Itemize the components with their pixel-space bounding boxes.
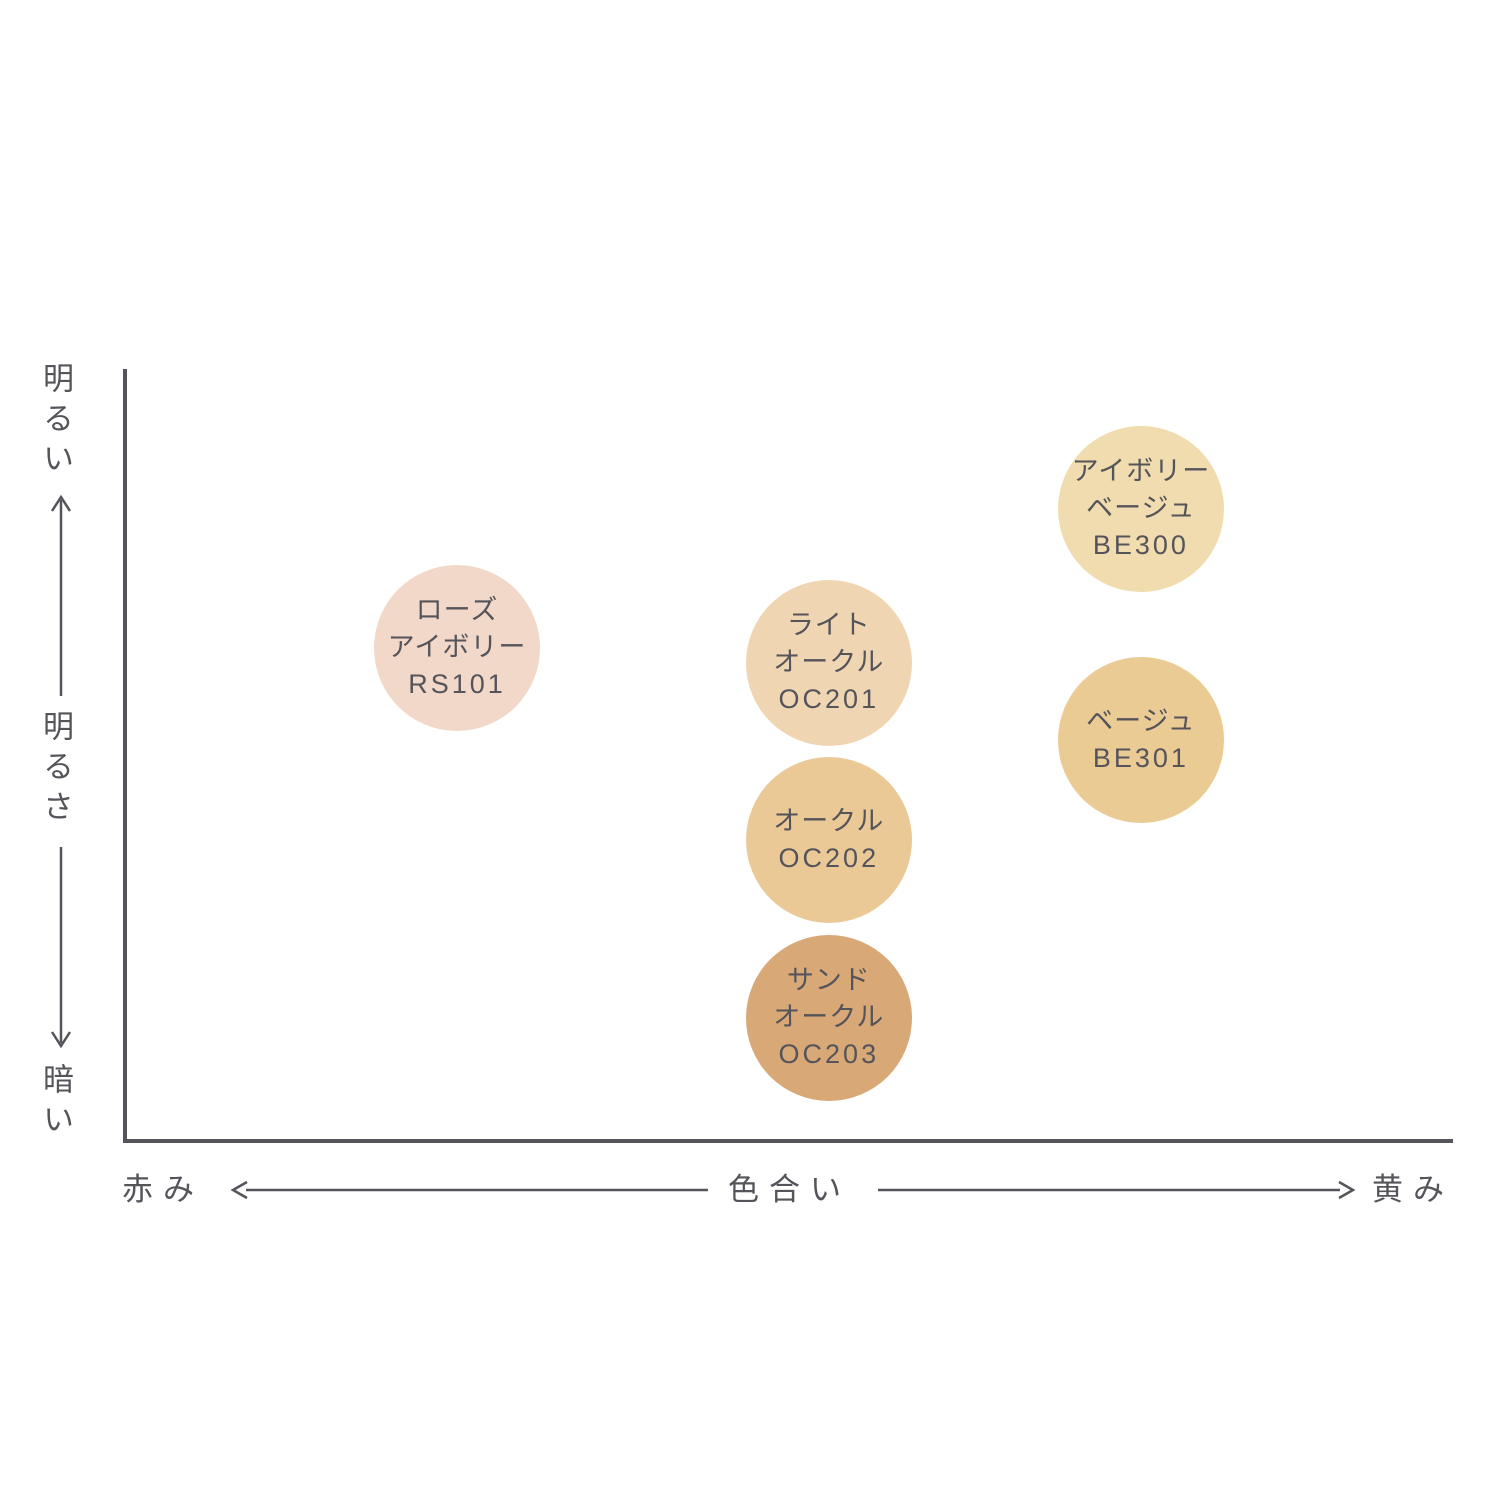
shade-circle-BE300: アイボリーベージュ BE300 bbox=[1057, 425, 1224, 592]
shade-code: BE301 bbox=[1092, 743, 1189, 774]
shade-name-line: ローズ bbox=[415, 595, 499, 626]
x-axis-max-label: 黄み bbox=[1372, 1172, 1454, 1207]
up-arrow-icon bbox=[50, 494, 72, 696]
shade-name-line: オークル bbox=[773, 806, 885, 837]
shade-name-line: ライト bbox=[786, 610, 871, 641]
x-axis-min-label: 赤み bbox=[122, 1172, 204, 1207]
x-axis-title: 色合い bbox=[728, 1172, 851, 1207]
shade-name-line: アイボリー bbox=[1071, 456, 1211, 487]
shade-code: BE300 bbox=[1092, 530, 1189, 561]
shade-code: OC202 bbox=[778, 843, 880, 874]
shade-label: ベージュ BE301 bbox=[1086, 703, 1196, 777]
shade-circle-BE301: ベージュ BE301 bbox=[1057, 657, 1224, 824]
y-axis-title: 明るさ bbox=[38, 710, 73, 830]
shade-name-line: サンド bbox=[786, 965, 871, 996]
shade-label: ライトオークル OC201 bbox=[773, 607, 884, 718]
x-axis-line bbox=[123, 1139, 1453, 1143]
shade-name-line: オークル bbox=[773, 647, 885, 678]
shade-name-line: ベージュ bbox=[1086, 706, 1196, 737]
shade-name-line: ベージュ bbox=[1086, 493, 1196, 524]
shade-circle-RS101: ローズアイボリー RS101 bbox=[374, 564, 540, 731]
shade-name-line: オークル bbox=[773, 1002, 885, 1033]
y-axis-min-label: 暗い bbox=[38, 1063, 73, 1143]
shade-code: OC203 bbox=[778, 1039, 880, 1070]
shade-code: OC201 bbox=[778, 684, 880, 715]
shade-label: ローズアイボリー RS101 bbox=[388, 592, 527, 703]
right-arrow-icon bbox=[878, 1180, 1356, 1200]
y-axis-max-label: 明るい bbox=[38, 362, 73, 482]
shade-circle-OC201: ライトオークル OC201 bbox=[745, 579, 912, 746]
shade-circle-OC202: オークル OC202 bbox=[745, 757, 912, 924]
y-axis-line bbox=[123, 369, 127, 1143]
shade-code: RS101 bbox=[408, 669, 506, 700]
shade-label: サンドオークル OC203 bbox=[773, 962, 884, 1073]
down-arrow-icon bbox=[50, 847, 72, 1049]
shade-label: オークル OC202 bbox=[773, 803, 884, 877]
shade-circle-OC203: サンドオークル OC203 bbox=[745, 934, 912, 1101]
left-arrow-icon bbox=[230, 1180, 708, 1200]
shade-name-line: アイボリー bbox=[387, 632, 527, 663]
shade-label: アイボリーベージュ BE300 bbox=[1072, 453, 1211, 564]
